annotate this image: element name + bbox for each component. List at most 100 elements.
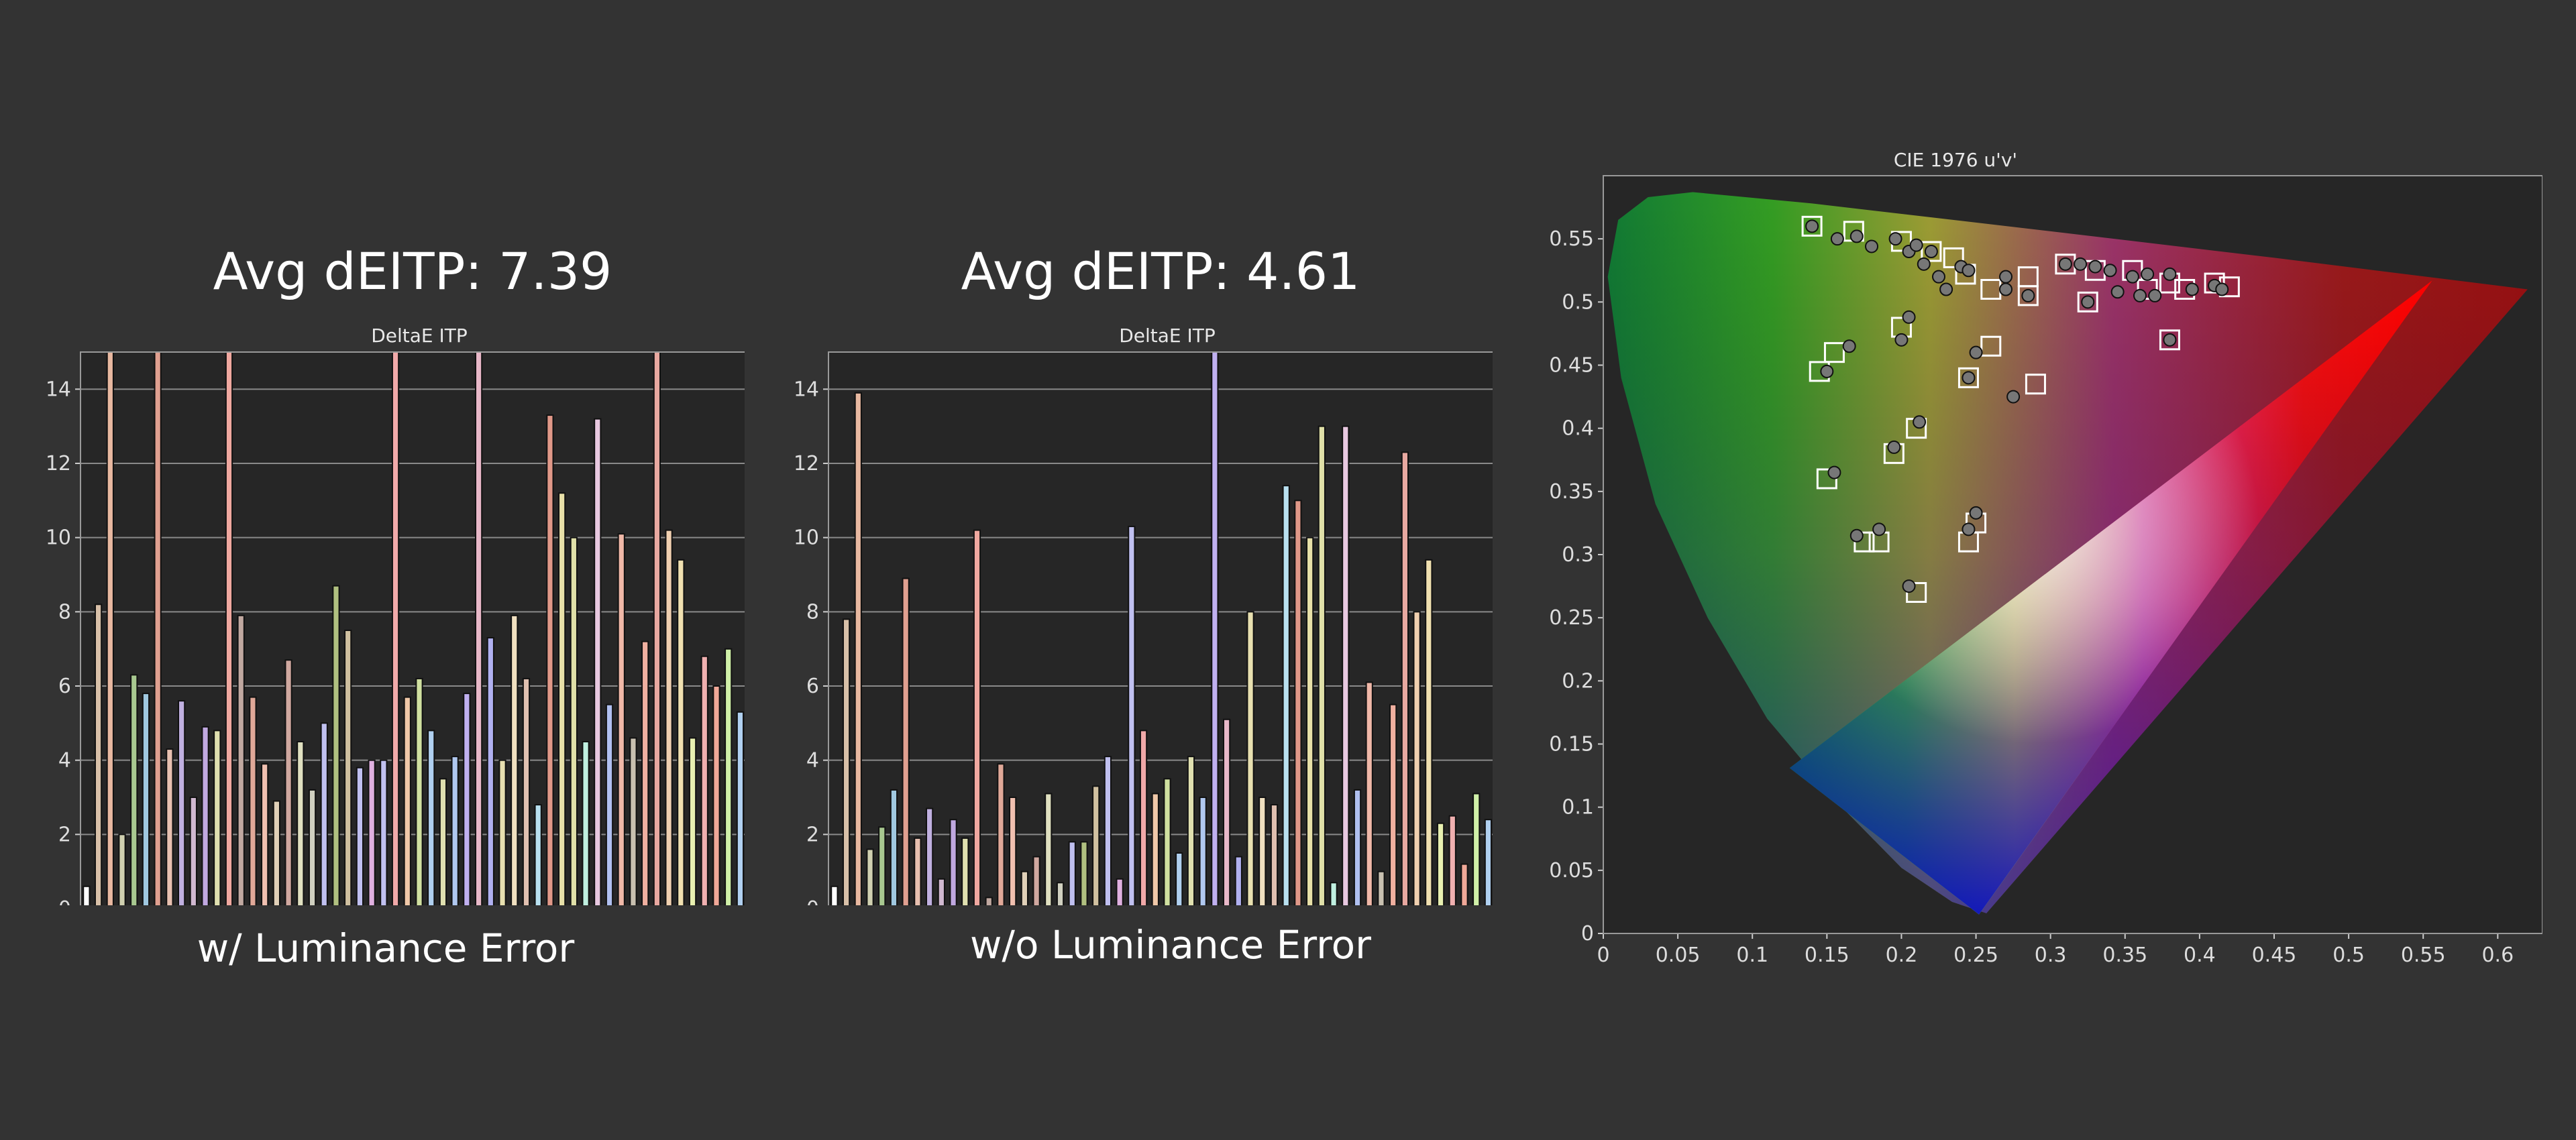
mid-y-tick-label: 8 — [806, 600, 819, 624]
left-bar — [403, 696, 411, 905]
measured-circle-marker — [1939, 282, 1953, 296]
mid-y-tick-label: 12 — [794, 452, 819, 475]
measured-circle-marker — [2215, 282, 2229, 296]
panel-2-heading: Avg dEITP: 4.61 — [961, 241, 1360, 301]
left-bar — [605, 703, 614, 905]
left-bar — [261, 763, 269, 905]
mid-bar — [1068, 841, 1076, 905]
mid-bar — [997, 763, 1005, 905]
mid-plot-area — [828, 352, 1493, 905]
mid-y-tick-label: 0 — [806, 897, 819, 905]
mid-bar — [926, 807, 934, 905]
left-bar — [653, 351, 661, 905]
mid-bar — [902, 577, 910, 905]
left-bar — [451, 756, 459, 905]
left-bar — [688, 737, 697, 905]
cie-y-tick-label: 0.45 — [1549, 354, 1594, 378]
mid-bar — [1020, 870, 1028, 905]
left-y-tick-label: 4 — [58, 749, 71, 773]
measured-circle-marker — [1962, 371, 1976, 385]
target-square-marker — [2077, 291, 2098, 312]
measured-circle-marker — [1999, 282, 2012, 296]
measured-circle-marker — [1894, 333, 1909, 347]
left-bar — [474, 351, 483, 905]
measured-circle-marker — [1830, 232, 1844, 246]
left-bar — [344, 630, 352, 905]
mid-bar — [961, 837, 969, 905]
cie-x-tick-label: 0.6 — [2481, 944, 2514, 967]
measured-circle-marker — [1913, 415, 1927, 429]
measured-circle-marker — [1999, 270, 2012, 284]
measured-circle-marker — [2133, 288, 2147, 302]
measured-circle-marker — [2103, 264, 2117, 278]
cie-y-tick-label: 0.5 — [1562, 290, 1594, 314]
mid-bar — [1234, 856, 1242, 905]
left-bar — [700, 655, 708, 905]
mid-bar — [1472, 793, 1481, 905]
cie-y-tick-label: 0.2 — [1562, 669, 1594, 693]
left-bar — [201, 726, 209, 905]
mid-bar — [1282, 485, 1290, 905]
measured-circle-marker — [2110, 285, 2125, 299]
cie-y-tick-label: 0.3 — [1562, 543, 1594, 567]
measured-circle-marker — [2148, 288, 2162, 302]
mid-bar — [866, 848, 874, 905]
left-bar — [594, 418, 602, 905]
delta-e-itp-chart-without-luminance: DeltaE ITP 0 2 4 6 8 10 12 14 — [794, 325, 1493, 905]
cie-y-tick-label: 0.4 — [1562, 417, 1594, 441]
mid-y-tick-label: 4 — [806, 749, 819, 773]
left-plot-frame — [80, 351, 745, 905]
mid-bar — [1151, 793, 1159, 905]
measured-circle-marker — [1962, 522, 1976, 536]
mid-bar — [1009, 797, 1017, 905]
cie-y-tick-label: 0 — [1581, 922, 1594, 946]
left-bar — [356, 766, 364, 905]
left-bar — [308, 789, 317, 905]
left-bar — [106, 351, 114, 905]
cie-y-tick-label: 0.1 — [1562, 796, 1594, 819]
left-bar — [130, 674, 138, 905]
measured-circle-marker — [1849, 528, 1864, 543]
left-bar — [178, 700, 186, 905]
left-bar — [558, 492, 566, 905]
measured-circle-marker — [2074, 257, 2088, 271]
measured-circle-marker — [1872, 522, 1886, 536]
panel-2-caption: w/o Luminance Error — [969, 922, 1371, 968]
left-bar — [712, 685, 720, 905]
left-y-tick-label: 8 — [58, 600, 71, 624]
mid-bar — [973, 529, 981, 905]
cie-x-tick-label: 0.5 — [2332, 944, 2365, 967]
mid-bar — [830, 885, 839, 905]
left-bar — [415, 677, 423, 905]
target-square-marker — [1943, 247, 1964, 268]
measured-circle-marker — [2081, 295, 2095, 309]
mid-bar — [842, 618, 851, 905]
mid-bar — [1330, 882, 1338, 905]
cie-x-tick-label: 0.55 — [2401, 944, 2446, 967]
measured-circle-marker — [1805, 219, 1819, 233]
mid-bar — [1092, 785, 1100, 905]
cie-x-tick-label: 0.1 — [1736, 944, 1768, 967]
left-bar — [511, 614, 519, 905]
mid-bar — [854, 392, 862, 905]
measured-circle-marker — [2185, 282, 2199, 296]
cie-plot-frame — [1603, 175, 2542, 934]
target-square-marker — [2025, 374, 2046, 395]
left-bar — [166, 748, 174, 905]
panel-1-caption: w/ Luminance Error — [197, 925, 575, 971]
left-bar — [724, 648, 733, 905]
mid-bar — [1116, 878, 1124, 905]
left-bar — [189, 797, 197, 905]
measured-circle-marker — [2058, 257, 2072, 271]
mid-bar — [1448, 815, 1456, 905]
cie-x-tick-label: 0.35 — [2102, 944, 2147, 967]
target-square-marker — [1801, 215, 1823, 237]
left-bar — [570, 536, 578, 905]
left-bar — [665, 529, 673, 905]
mid-bar — [1365, 681, 1373, 905]
left-bar — [522, 677, 531, 905]
measured-circle-marker — [1887, 440, 1901, 454]
left-bar — [641, 640, 649, 905]
left-title: DeltaE ITP — [371, 325, 468, 347]
